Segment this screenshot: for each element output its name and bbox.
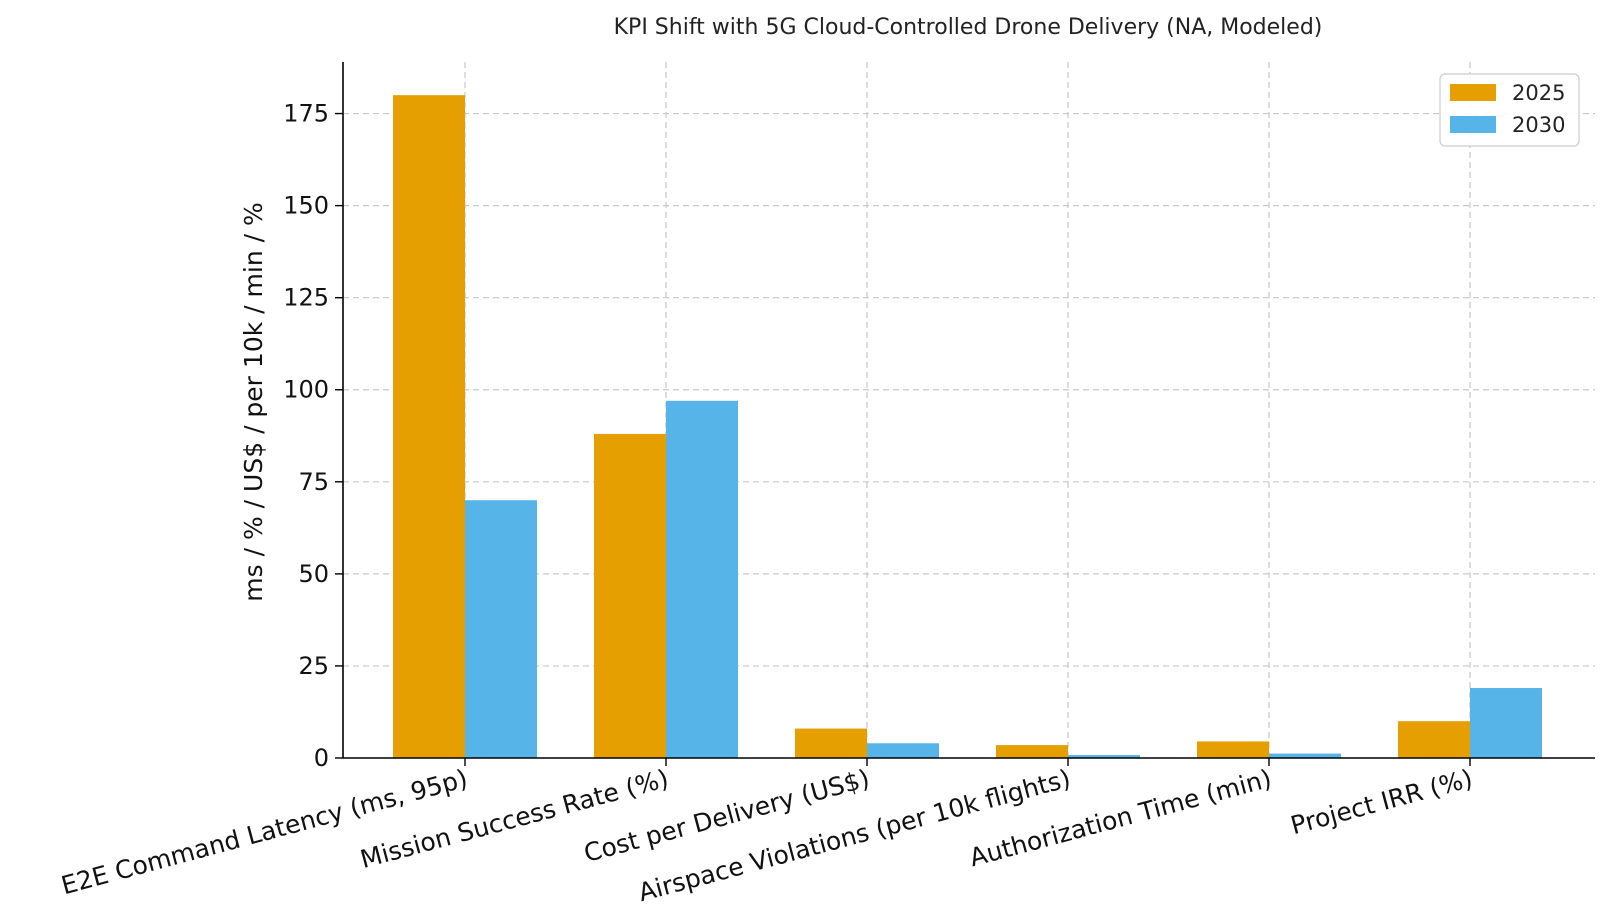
bar-2025-4	[1197, 741, 1269, 758]
bar-2030-5	[1470, 688, 1542, 758]
y-tick-label-100: 100	[283, 376, 329, 404]
bar-2025-5	[1398, 721, 1470, 758]
y-tick-label-125: 125	[283, 284, 329, 312]
y-axis-label: ms / % / US$ / per 10k / min / %	[239, 202, 268, 601]
chart-title: KPI Shift with 5G Cloud-Controlled Drone…	[614, 15, 1323, 40]
legend-label-2030: 2030	[1512, 113, 1565, 137]
y-ticks: 0 25 50 75 100 125 150 175	[283, 100, 343, 772]
legend-swatch-2025	[1450, 84, 1496, 101]
y-tick-label-25: 25	[298, 652, 329, 680]
axes	[342, 62, 1595, 759]
bar-2025-0	[393, 95, 465, 758]
bar-2030-0	[465, 500, 537, 758]
bar-2025-3	[996, 745, 1068, 758]
bar-2030-3	[1068, 755, 1140, 758]
bar-2025-2	[795, 728, 867, 758]
y-tick-label-0: 0	[314, 744, 329, 772]
legend: 2025 2030	[1439, 73, 1580, 147]
bar-2030-2	[867, 743, 939, 758]
bar-2025-1	[594, 433, 666, 758]
bars	[393, 95, 1542, 758]
y-tick-label-150: 150	[283, 192, 329, 220]
y-tick-label-75: 75	[298, 468, 329, 496]
legend-swatch-2030	[1450, 116, 1496, 133]
legend-label-2025: 2025	[1512, 81, 1565, 105]
y-tick-label-50: 50	[298, 560, 329, 588]
bar-2030-1	[666, 400, 738, 758]
bar-2030-4	[1269, 753, 1341, 758]
y-tick-label-175: 175	[283, 100, 329, 128]
x-ticks: E2E Command Latency (ms, 95p)Mission Suc…	[58, 758, 1476, 906]
x-tick-label-5: Project IRR (%)	[1288, 764, 1476, 840]
